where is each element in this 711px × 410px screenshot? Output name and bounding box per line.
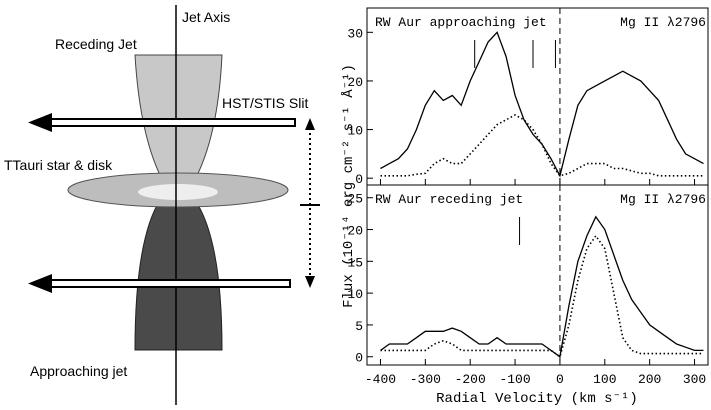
arrow-head (28, 274, 52, 293)
x-tick-label: -300 (410, 372, 441, 387)
label: Approaching jet (30, 363, 127, 379)
y-tick-label: 10 (347, 124, 363, 139)
spectrum-line (381, 217, 704, 357)
y-tick-label: 25 (347, 192, 363, 207)
y-tick-label: 0 (355, 351, 363, 366)
spectrum-line (381, 236, 704, 357)
y-tick-label: 20 (347, 224, 363, 239)
x-axis-label: Radial Velocity (km s⁻¹) (436, 391, 638, 407)
approaching-jet-shape (135, 200, 222, 350)
arrow-head (305, 276, 315, 288)
panel-title: RW Aur approaching jet (375, 15, 547, 30)
panel-title: RW Aur receding jet (375, 192, 523, 207)
spectrum-line (381, 32, 704, 176)
x-tick-label: 0 (556, 372, 564, 387)
y-tick-label: 5 (355, 319, 363, 334)
y-tick-label: 15 (347, 255, 363, 270)
arrow-head (28, 113, 52, 132)
line-label: Mg II λ2796 (620, 15, 706, 30)
label: TTauri star & disk (4, 157, 113, 173)
plot-frame (367, 185, 708, 365)
x-tick-label: -100 (499, 372, 530, 387)
arrow-head (305, 118, 315, 130)
y-tick-label: 20 (347, 75, 363, 90)
label: Jet Axis (182, 9, 230, 25)
slit (45, 119, 295, 126)
x-tick-label: -200 (455, 372, 486, 387)
x-tick-label: 100 (593, 372, 616, 387)
diagram: Jet Axis Receding Jet HST/STIS Slit TTau… (4, 5, 320, 405)
x-tick-label: 300 (683, 372, 706, 387)
figure: Jet Axis Receding Jet HST/STIS Slit TTau… (0, 0, 711, 410)
x-tick-label: 200 (638, 372, 661, 387)
line-label: Mg II λ2796 (620, 192, 706, 207)
y-tick-label: 10 (347, 287, 363, 302)
label: Receding Jet (55, 36, 137, 52)
y-tick-label: 30 (347, 26, 363, 41)
star (138, 184, 218, 200)
slit (45, 280, 290, 287)
x-tick-label: -400 (365, 372, 396, 387)
y-tick-label: 0 (355, 172, 363, 187)
plot-frame (367, 8, 708, 185)
label: HST/STIS Slit (222, 95, 308, 111)
